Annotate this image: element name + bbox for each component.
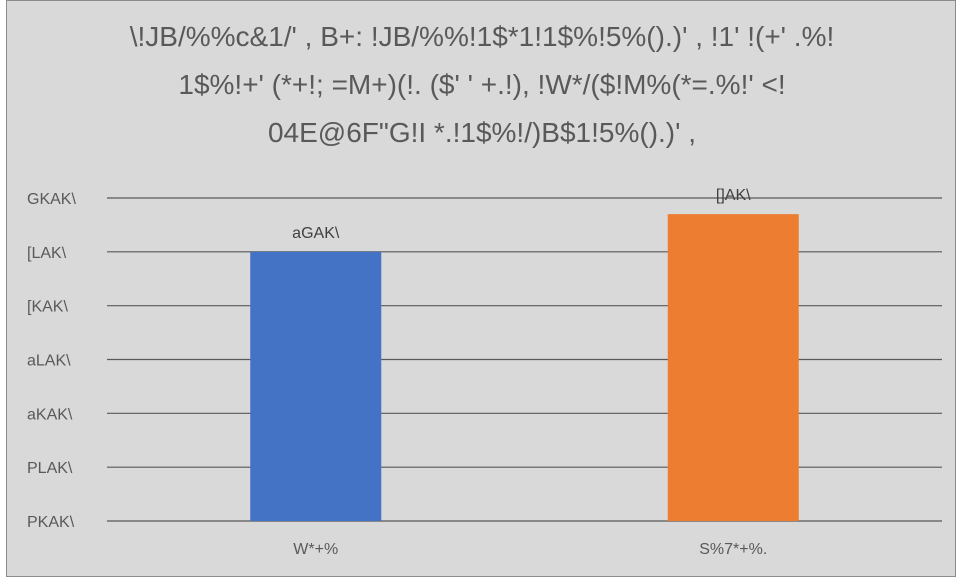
data-labels: aGAK\ []AK\ [292,187,751,242]
y-gridlines [107,197,942,522]
y-tick-label: PLAK\ [27,460,73,477]
chart-title-line-1: \!JB/%%c&1/' , B+: !JB/%%!1$*1!1$%!5%().… [130,21,835,52]
y-tick-label: aKAK\ [27,406,73,423]
y-axis-tick-labels: PKAK\ PLAK\ aKAK\ aLAK\ [KAK\ [LAK\ GKAK\ [27,191,76,531]
y-tick-label: GKAK\ [27,191,76,208]
y-tick-label: aLAK\ [27,353,71,370]
x-tick-label-2: S%7*+%. [699,541,767,558]
bar-chart: \!JB/%%c&1/' , B+: !JB/%%!1$*1!1$%!5%().… [27,21,942,558]
bar-series [250,214,799,522]
y-tick-label: [KAK\ [27,299,68,316]
y-tick-label: [LAK\ [27,245,67,262]
data-label-2: []AK\ [716,187,751,204]
chart-title-line-2: 1$%!+' (*+!; =M+)(!. ($' ' +.!), !W*/($!… [178,69,785,100]
chart-title: \!JB/%%c&1/' , B+: !JB/%%!1$*1!1$%!5%().… [130,21,835,148]
bar-2 [667,214,799,521]
y-tick-label: PKAK\ [27,514,75,531]
x-axis-tick-labels: W*+% S%7*+%. [293,541,767,558]
chart-frame: \!JB/%%c&1/' , B+: !JB/%%!1$*1!1$%!5%().… [6,0,956,577]
chart-title-line-3: 04E@6F"G!I *.!1$%!/)B$1!5%().)' , [268,117,696,148]
bar-1 [250,251,382,522]
data-label-1: aGAK\ [292,225,340,242]
x-tick-label-1: W*+% [293,541,338,558]
